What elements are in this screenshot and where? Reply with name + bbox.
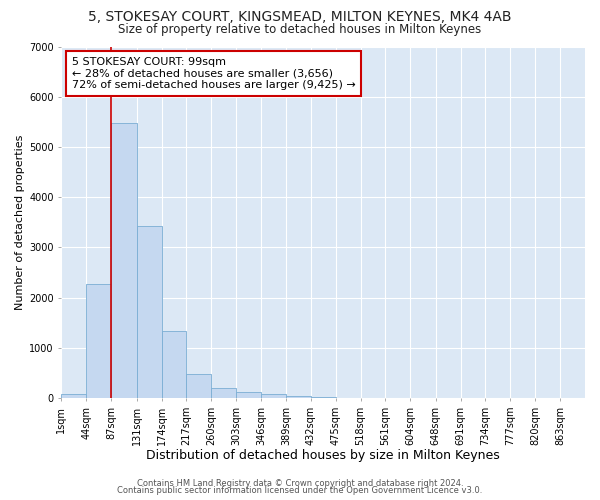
Bar: [286, 396, 311, 398]
Y-axis label: Number of detached properties: Number of detached properties: [15, 134, 25, 310]
Bar: [311, 397, 335, 398]
Bar: [211, 388, 236, 398]
X-axis label: Distribution of detached houses by size in Milton Keynes: Distribution of detached houses by size …: [146, 450, 500, 462]
Text: Contains public sector information licensed under the Open Government Licence v3: Contains public sector information licen…: [118, 486, 482, 495]
Text: Contains HM Land Registry data © Crown copyright and database right 2024.: Contains HM Land Registry data © Crown c…: [137, 478, 463, 488]
Text: 5 STOKESAY COURT: 99sqm
← 28% of detached houses are smaller (3,656)
72% of semi: 5 STOKESAY COURT: 99sqm ← 28% of detache…: [72, 57, 356, 90]
Bar: [261, 394, 286, 398]
Bar: [61, 394, 86, 398]
Bar: [86, 284, 111, 398]
Bar: [236, 392, 261, 398]
Bar: [111, 123, 137, 398]
Bar: [161, 331, 187, 398]
Text: 5, STOKESAY COURT, KINGSMEAD, MILTON KEYNES, MK4 4AB: 5, STOKESAY COURT, KINGSMEAD, MILTON KEY…: [88, 10, 512, 24]
Bar: [137, 226, 161, 398]
Text: Size of property relative to detached houses in Milton Keynes: Size of property relative to detached ho…: [118, 22, 482, 36]
Bar: [187, 374, 211, 398]
